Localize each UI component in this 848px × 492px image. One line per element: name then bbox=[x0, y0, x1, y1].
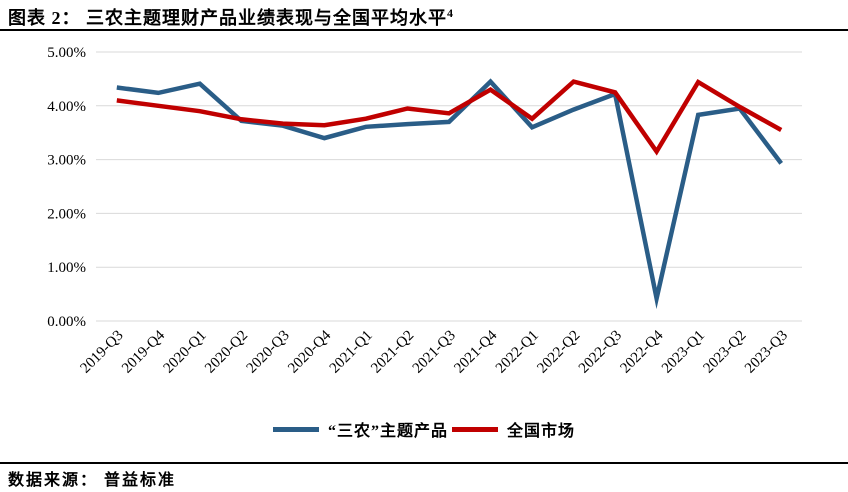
footer-divider bbox=[0, 462, 848, 464]
x-tick-label: 2022-Q1 bbox=[493, 328, 542, 377]
y-tick-label: 0.00% bbox=[47, 314, 86, 330]
y-tick-label: 2.00% bbox=[47, 206, 86, 222]
legend-item-sannong: “三农”主题产品 bbox=[272, 417, 448, 441]
x-tick-label: 2021-Q1 bbox=[327, 328, 376, 377]
legend-line-swatch-national bbox=[452, 426, 498, 432]
x-tick-label: 2019-Q3 bbox=[78, 328, 127, 377]
x-tick-label: 2023-Q1 bbox=[659, 328, 708, 377]
y-tick-label: 1.00% bbox=[47, 260, 86, 276]
legend-label-national: 全国市场 bbox=[507, 423, 576, 440]
x-tick-label: 2020-Q2 bbox=[202, 328, 251, 377]
x-tick-label: 2023-Q3 bbox=[742, 328, 791, 377]
line-chart: 0.00% 1.00% 2.00% 3.00% 4.00% 5.00% 2019-Q3201… bbox=[47, 45, 802, 377]
legend-label-sannong: “三农”主题产品 bbox=[327, 423, 448, 440]
y-tick-label: 5.00% bbox=[47, 45, 86, 61]
legend-line-swatch-sannong bbox=[272, 426, 319, 432]
chart-legend: “三农”主题产品 全国市场 bbox=[0, 417, 848, 441]
x-tick-label: 2021-Q2 bbox=[368, 328, 417, 377]
y-tick-label: 3.00% bbox=[47, 153, 86, 169]
x-tick-label: 2022-Q2 bbox=[534, 328, 583, 377]
figure-title: 图表 2： 三农主题理财产品业绩表现与全国平均水平4 bbox=[8, 4, 454, 30]
x-tick-label: 2019-Q4 bbox=[119, 327, 168, 376]
x-tick-label: 2021-Q3 bbox=[410, 328, 459, 377]
x-tick-label: 2021-Q4 bbox=[451, 327, 500, 376]
x-tick-label: 2023-Q2 bbox=[701, 328, 750, 377]
data-source: 数据来源： 普益标准 bbox=[8, 466, 176, 490]
figure-title-text: 图表 2： 三农主题理财产品业绩表现与全国平均水平 bbox=[8, 8, 447, 28]
title-divider bbox=[0, 29, 848, 31]
legend-item-national: 全国市场 bbox=[452, 417, 575, 441]
figure-title-footnote: 4 bbox=[447, 6, 454, 20]
series-line-0 bbox=[116, 78, 783, 310]
data-source-label: 数据来源： 普益标准 bbox=[8, 472, 177, 489]
series-line-1 bbox=[116, 79, 783, 156]
x-tick-label: 2020-Q3 bbox=[244, 328, 293, 377]
x-tick-label: 2020-Q1 bbox=[161, 328, 210, 377]
x-tick-label: 2020-Q4 bbox=[285, 327, 334, 376]
x-tick-label: 2022-Q3 bbox=[576, 328, 625, 377]
y-tick-label: 4.00% bbox=[47, 99, 86, 115]
x-tick-label: 2022-Q4 bbox=[617, 327, 666, 376]
